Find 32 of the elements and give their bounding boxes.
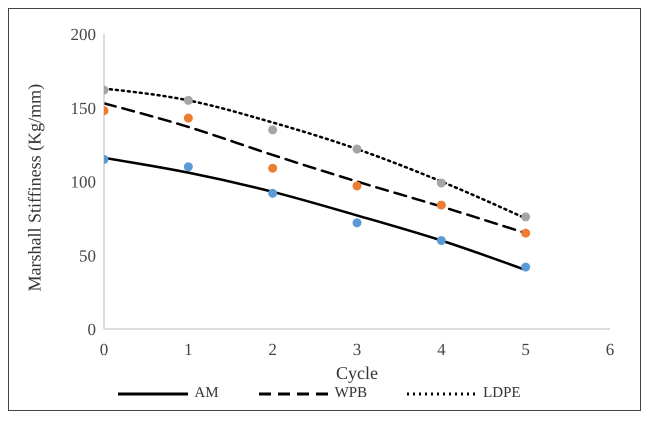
legend-label: LDPE <box>483 385 521 402</box>
point <box>521 228 530 238</box>
y-tick-label: 100 <box>70 172 96 192</box>
x-tick-label: 6 <box>606 340 614 360</box>
y-tick-label: 150 <box>70 98 96 118</box>
legend-label: WPB <box>334 385 368 402</box>
point <box>352 144 362 154</box>
y-tick-label: 200 <box>70 25 96 44</box>
y-axis-title: Marshall Stiffiness (Kg/mm) <box>24 84 44 292</box>
x-tick-label: 5 <box>521 340 530 360</box>
point <box>352 181 362 190</box>
x-tick-label: 3 <box>352 340 362 360</box>
point <box>521 212 530 222</box>
x-tick-label: 2 <box>268 340 277 360</box>
point <box>436 178 446 188</box>
point <box>268 188 278 198</box>
y-tick-label: 50 <box>79 246 96 266</box>
point <box>521 262 530 272</box>
x-tick-label: 4 <box>437 340 446 360</box>
point <box>268 125 278 134</box>
point <box>352 218 362 228</box>
point <box>184 96 193 105</box>
y-tick-label: 0 <box>88 320 96 340</box>
x-tick-label: 1 <box>184 340 193 360</box>
point <box>184 114 193 123</box>
point <box>436 200 446 210</box>
x-tick-label: 0 <box>100 340 108 360</box>
legend-label: AM <box>194 385 219 402</box>
point <box>268 164 278 173</box>
point <box>436 236 446 246</box>
x-axis-title: Cycle <box>336 363 378 383</box>
point <box>184 162 193 172</box>
